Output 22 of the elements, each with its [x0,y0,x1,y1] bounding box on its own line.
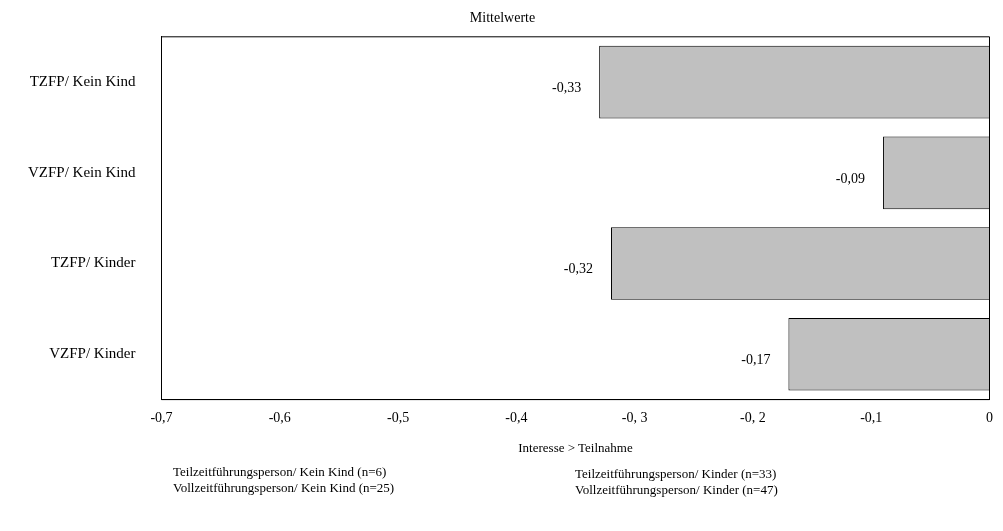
text: Teilzeitführungsperson/ Kein Kind (n=6) [173,464,388,480]
data-label: -0,17 [741,351,771,367]
x-tick-label: -0,5 [386,409,410,425]
y-tick-label: TZFP/ Kinder [50,254,136,271]
data-label: -0,09 [835,170,866,186]
text: Teilzeitführungsperson/ Kinder (n=33) [575,466,778,482]
x-tick-label: -0,4 [505,409,528,425]
text: Vollzeitführungsperson/ Kein Kind (n=25) [173,480,395,496]
chart-title: Mittelwerte [469,10,536,26]
y-tick-label: TZFP/ Kein Kind [29,73,136,90]
x-axis-title: Interesse > Teilnahme [518,439,633,455]
x-tick-label: -0, 3 [621,409,648,425]
data-label: -0,32 [563,261,593,277]
x-tick-label: 0 [986,409,993,425]
y-tick-label: VZFP/ Kinder [49,345,136,362]
data-label: -0,33 [551,79,582,95]
x-tick-label: -0,1 [860,409,883,425]
x-tick-label: -0, 2 [740,409,766,425]
x-tick-label: -0,6 [268,409,291,425]
text: Vollzeitführungsperson/ Kinder (n=47) [575,482,778,498]
y-tick-label: VZFP/ Kein Kind [27,163,136,180]
x-tick-label: -0,7 [150,409,173,425]
